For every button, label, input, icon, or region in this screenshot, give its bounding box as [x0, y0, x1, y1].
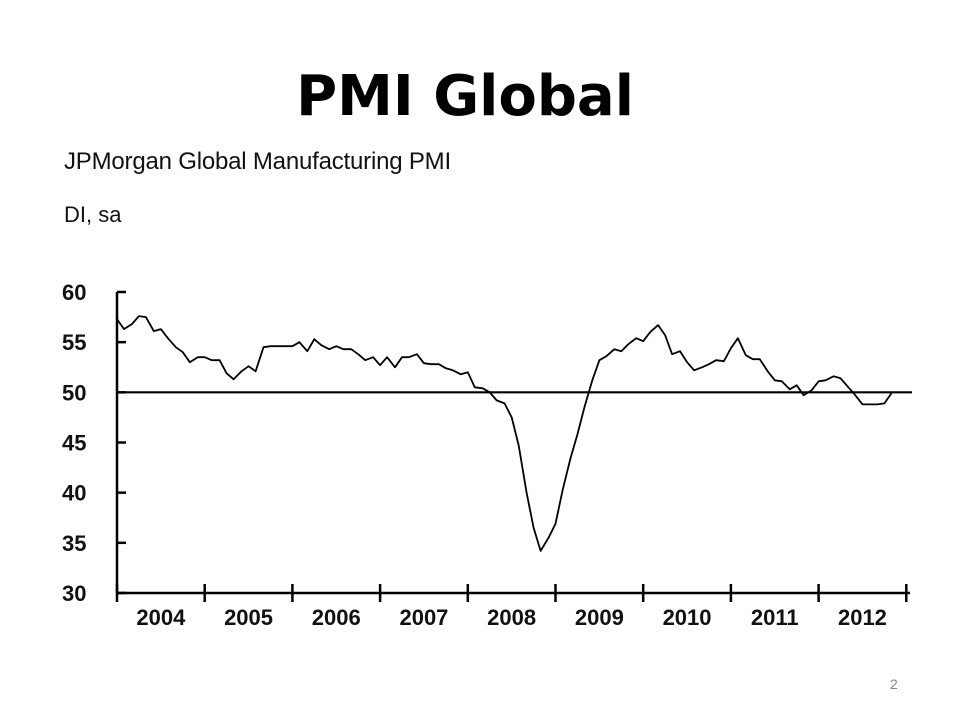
y-tick-label: 35	[62, 531, 86, 556]
x-tick-label: 2006	[312, 605, 361, 630]
pmi-series-line	[116, 315, 893, 552]
y-tick-label: 50	[62, 380, 86, 405]
chart-subtitle: DI, sa	[64, 202, 122, 227]
y-tick-label: 45	[62, 431, 86, 456]
page-number: 2	[890, 676, 898, 692]
x-tick-label: 2011	[751, 605, 799, 630]
x-tick-label: 2008	[487, 605, 536, 630]
x-tick-label: 2007	[399, 605, 448, 630]
x-tick-label: 2005	[224, 605, 273, 630]
chart-title: JPMorgan Global Manufacturing PMI	[64, 148, 451, 175]
y-tick-label: 55	[62, 330, 86, 355]
x-tick-label: 2009	[575, 605, 624, 630]
x-tick-label: 2010	[663, 605, 712, 630]
x-tick-label: 2012	[838, 605, 887, 630]
y-tick-label: 40	[62, 481, 86, 506]
x-tick-label: 2004	[136, 605, 186, 630]
y-tick-label: 60	[62, 280, 86, 305]
slide-title: PMI Global	[296, 64, 634, 129]
y-tick-label: 30	[62, 581, 86, 606]
